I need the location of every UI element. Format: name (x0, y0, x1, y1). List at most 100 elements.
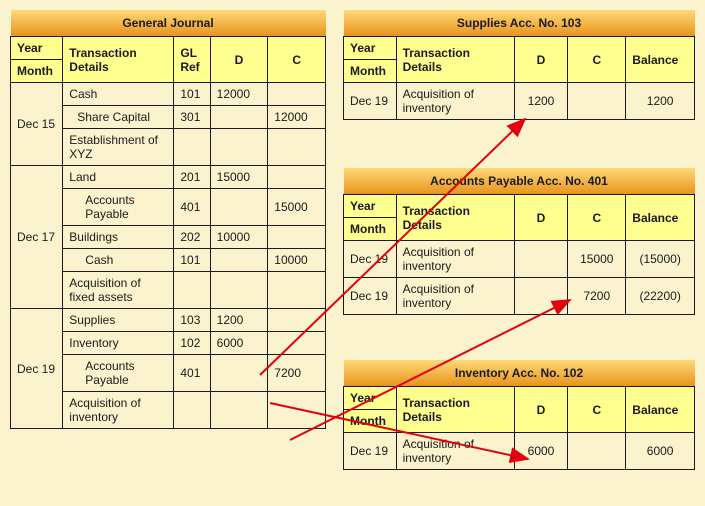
balance-cell: 1200 (626, 83, 695, 120)
col-month: Month (344, 60, 397, 83)
details-cell: Cash (63, 249, 174, 272)
ref-cell: 202 (174, 226, 210, 249)
ledger-title: Accounts Payable Acc. No. 401 (344, 168, 695, 195)
credit-cell: 15000 (268, 189, 326, 226)
date-cell: Dec 19 (344, 83, 397, 120)
details-cell: Accounts Payable (63, 189, 174, 226)
date-cell: Dec 19 (344, 241, 397, 278)
credit-cell: 7200 (568, 278, 626, 315)
debit-cell (210, 189, 268, 226)
col-details: Transaction Details (396, 195, 514, 241)
ref-cell: 101 (174, 249, 210, 272)
gj-title: General Journal (11, 10, 326, 37)
ledger-table: Supplies Acc. No. 103YearTransaction Det… (343, 10, 695, 120)
col-balance: Balance (626, 387, 695, 433)
credit-cell (268, 272, 326, 309)
balance-cell: (22200) (626, 278, 695, 315)
credit-cell (268, 309, 326, 332)
debit-cell (210, 249, 268, 272)
details-cell: Accounts Payable (63, 355, 174, 392)
credit-cell (568, 433, 626, 470)
debit-cell (210, 106, 268, 129)
ref-cell: 401 (174, 355, 210, 392)
ref-cell: 201 (174, 166, 210, 189)
col-c: C (268, 37, 326, 83)
details-cell: Acquisition of inventory (396, 241, 514, 278)
debit-cell (210, 272, 268, 309)
credit-cell: 12000 (268, 106, 326, 129)
col-details: Transaction Details (396, 37, 514, 83)
canvas: General Journal Year Transaction Details… (0, 0, 705, 506)
col-d: D (514, 195, 568, 241)
credit-cell (268, 166, 326, 189)
col-balance: Balance (626, 195, 695, 241)
credit-cell: 10000 (268, 249, 326, 272)
date-cell: Dec 15 (11, 83, 63, 166)
date-cell: Dec 19 (344, 433, 397, 470)
details-cell: Acquisition of inventory (396, 278, 514, 315)
ref-cell: 102 (174, 332, 210, 355)
col-year: Year (344, 387, 397, 410)
debit-cell: 15000 (210, 166, 268, 189)
details-cell: Inventory (63, 332, 174, 355)
col-month: Month (11, 60, 63, 83)
date-cell: Dec 19 (344, 278, 397, 315)
ledger-table: Inventory Acc. No. 102YearTransaction De… (343, 360, 695, 470)
details-cell: Cash (63, 83, 174, 106)
ref-cell (174, 129, 210, 166)
credit-cell: 15000 (568, 241, 626, 278)
col-details: Transaction Details (63, 37, 174, 83)
credit-cell (268, 392, 326, 429)
col-c: C (568, 195, 626, 241)
col-d: D (210, 37, 268, 83)
col-d: D (514, 37, 568, 83)
details-cell: Acquisition of inventory (63, 392, 174, 429)
ref-cell (174, 272, 210, 309)
col-balance: Balance (626, 37, 695, 83)
ref-cell: 101 (174, 83, 210, 106)
debit-cell: 6000 (514, 433, 568, 470)
credit-cell (568, 83, 626, 120)
credit-cell (268, 129, 326, 166)
debit-cell: 1200 (210, 309, 268, 332)
debit-cell: 12000 (210, 83, 268, 106)
col-month: Month (344, 410, 397, 433)
ref-cell: 103 (174, 309, 210, 332)
debit-cell (514, 278, 568, 315)
debit-cell (210, 355, 268, 392)
details-cell: Acquisition of fixed assets (63, 272, 174, 309)
col-details: Transaction Details (396, 387, 514, 433)
debit-cell (514, 241, 568, 278)
ref-cell: 401 (174, 189, 210, 226)
details-cell: Acquisition of inventory (396, 83, 514, 120)
col-year: Year (344, 195, 397, 218)
general-journal-table: General Journal Year Transaction Details… (10, 10, 326, 429)
details-cell: Acquisition of inventory (396, 433, 514, 470)
col-c: C (568, 37, 626, 83)
details-cell: Land (63, 166, 174, 189)
credit-cell (268, 83, 326, 106)
debit-cell (210, 129, 268, 166)
details-cell: Share Capital (63, 106, 174, 129)
debit-cell: 10000 (210, 226, 268, 249)
col-year: Year (344, 37, 397, 60)
debit-cell (210, 392, 268, 429)
date-cell: Dec 17 (11, 166, 63, 309)
credit-cell (268, 226, 326, 249)
details-cell: Supplies (63, 309, 174, 332)
credit-cell: 7200 (268, 355, 326, 392)
debit-cell: 6000 (210, 332, 268, 355)
details-cell: Buildings (63, 226, 174, 249)
debit-cell: 1200 (514, 83, 568, 120)
ref-cell (174, 392, 210, 429)
balance-cell: (15000) (626, 241, 695, 278)
date-cell: Dec 19 (11, 309, 63, 429)
col-d: D (514, 387, 568, 433)
col-year: Year (11, 37, 63, 60)
details-cell: Establishment of XYZ (63, 129, 174, 166)
ledger-table: Accounts Payable Acc. No. 401YearTransac… (343, 168, 695, 315)
ledger-title: Inventory Acc. No. 102 (344, 360, 695, 387)
balance-cell: 6000 (626, 433, 695, 470)
ledger-title: Supplies Acc. No. 103 (344, 10, 695, 37)
credit-cell (268, 332, 326, 355)
